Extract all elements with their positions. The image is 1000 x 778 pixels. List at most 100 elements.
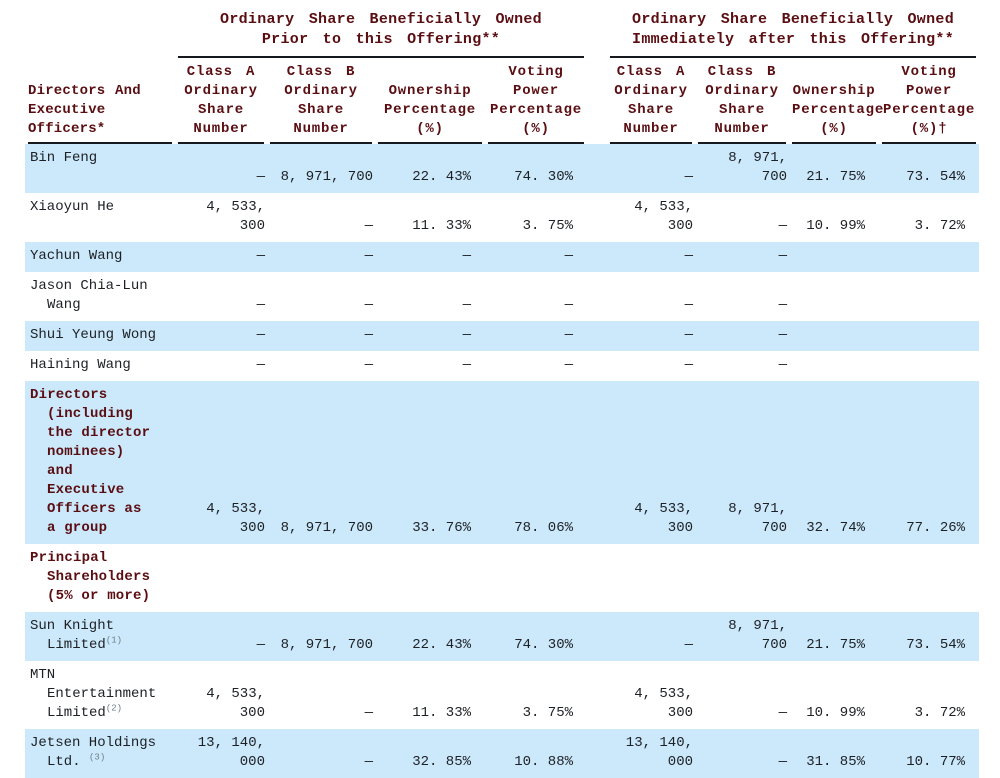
value-cell: 13, 140, 000: [625, 735, 694, 770]
name-cell: Bin Feng: [25, 144, 175, 193]
value-cell: —: [364, 248, 373, 264]
value-cell: [607, 544, 695, 612]
name-cell: Jason Chia-Lun Wang: [25, 272, 175, 321]
value-cell: —: [684, 297, 694, 313]
value-cell: [879, 321, 979, 351]
value-cell: 21. 75%: [806, 637, 866, 653]
value-cell: [879, 242, 979, 272]
table-row: MTN Entertainment Limited(2) 4, 533, 300 —…: [25, 661, 979, 729]
table-row: Yachun Wang — — — — — —: [25, 242, 980, 272]
value-cell: —: [256, 248, 265, 264]
row-name: Shui Yeung Wong: [30, 327, 157, 343]
table-row: Sun Knight Limited(1) — 8, 971, 700 22. 43%…: [25, 612, 980, 661]
column-gap: [587, 381, 607, 544]
name-cell: Yachun Wang: [25, 242, 175, 272]
value-cell: 8, 971, 700: [280, 169, 373, 185]
value-cell: 4, 533, 300: [634, 686, 694, 721]
value-cell: [789, 321, 879, 351]
group-header-prior-label: Ordinary Share Beneficially Owned Prior …: [178, 10, 585, 58]
value-cell: 74. 30%: [514, 169, 574, 185]
value-cell: 11. 33%: [412, 218, 471, 234]
value-cell: —: [684, 637, 694, 653]
value-cell: —: [564, 357, 574, 373]
value-cell: 4, 533, 300: [634, 199, 694, 234]
value-cell: —: [364, 218, 373, 234]
value-cell: 77. 26%: [906, 520, 966, 536]
value-cell: 8, 971, 700: [280, 520, 373, 536]
column-header-row: Directors And Executive Officers* Class …: [25, 58, 979, 144]
value-cell: —: [684, 248, 694, 264]
col-header-ownership-after: Ownership Percentage (%): [789, 58, 883, 144]
row-name: Bin Feng: [30, 150, 98, 166]
value-cell: [879, 272, 979, 321]
value-cell: —: [778, 327, 788, 343]
value-cell: 4, 533, 300: [206, 199, 265, 234]
value-cell: —: [364, 705, 373, 721]
row-name: Principal Shareholders (5% or more): [30, 550, 151, 604]
value-cell: [879, 544, 979, 612]
footnote-marker: (2): [105, 703, 123, 714]
value-cell: —: [684, 357, 694, 373]
value-cell: 31. 85%: [806, 754, 866, 770]
value-cell: [789, 544, 879, 612]
col-header-ownership-prior: Ownership Percentage (%): [375, 58, 485, 144]
column-gap: [587, 193, 607, 242]
col-header-classA-prior: Class A Ordinary Share Number: [175, 58, 267, 144]
beneficial-ownership-table: Ordinary Share Beneficially Owned Prior …: [25, 10, 980, 778]
row-name: Haining Wang: [30, 357, 131, 373]
value-cell: 33. 76%: [412, 520, 471, 536]
value-cell: 8, 971, 700: [728, 618, 788, 653]
name-cell: Jetsen Holdings Ltd. (3): [25, 729, 175, 778]
section-row: Directors (including the director nomine…: [25, 381, 980, 544]
row-name: Yachun Wang: [30, 248, 123, 264]
value-cell: 8, 971, 700: [728, 150, 788, 185]
value-cell: —: [256, 297, 265, 313]
column-gap: [587, 351, 607, 381]
value-cell: 10. 77%: [906, 754, 966, 770]
row-name: Jason Chia-Lun Wang: [30, 278, 148, 313]
group-header-row: Ordinary Share Beneficially Owned Prior …: [25, 10, 979, 58]
group-header-blank: [25, 10, 175, 58]
group-header-after: Ordinary Share Beneficially Owned Immedi…: [607, 10, 979, 58]
value-cell: 78. 06%: [514, 520, 574, 536]
value-cell: —: [564, 297, 574, 313]
column-gap: [587, 729, 607, 778]
value-cell: —: [778, 248, 788, 264]
row-name: Sun Knight Limited(1): [30, 618, 123, 653]
value-cell: [695, 544, 789, 612]
value-cell: 8, 971, 700: [728, 501, 788, 536]
value-cell: [375, 544, 485, 612]
value-cell: —: [462, 357, 471, 373]
value-cell: 3. 75%: [522, 218, 574, 234]
value-cell: —: [684, 169, 694, 185]
value-cell: 10. 99%: [806, 705, 866, 721]
row-name: Xiaoyun He: [30, 199, 115, 215]
value-cell: 3. 72%: [914, 218, 966, 234]
value-cell: —: [778, 297, 788, 313]
value-cell: 74. 30%: [514, 637, 574, 653]
value-cell: 4, 533, 300: [206, 686, 265, 721]
column-gap: [587, 58, 607, 144]
value-cell: 8, 971, 700: [280, 637, 373, 653]
value-cell: 13, 140, 000: [197, 735, 265, 770]
col-header-classB-after: Class B Ordinary Share Number: [695, 58, 789, 144]
name-cell: MTN Entertainment Limited(2): [25, 661, 175, 729]
value-cell: 3. 75%: [522, 705, 574, 721]
value-cell: [789, 351, 879, 381]
value-cell: —: [462, 297, 471, 313]
table-row: Xiaoyun He 4, 533, 300 — 11. 33% 3. 75% 4, 53…: [25, 193, 979, 242]
footnote-marker: (3): [89, 752, 106, 763]
value-cell: 32. 74%: [806, 520, 866, 536]
value-cell: —: [564, 327, 574, 343]
name-cell: Haining Wang: [25, 351, 175, 381]
value-cell: 4, 533, 300: [634, 501, 694, 536]
value-cell: —: [256, 327, 265, 343]
row-name: MTN Entertainment Limited(2): [30, 667, 157, 721]
value-cell: [789, 272, 879, 321]
value-cell: —: [256, 637, 265, 653]
section-row: Principal Shareholders (5% or more): [25, 544, 979, 612]
column-gap: [587, 242, 607, 272]
value-cell: 22. 43%: [412, 169, 471, 185]
value-cell: —: [778, 705, 788, 721]
value-cell: —: [564, 248, 574, 264]
